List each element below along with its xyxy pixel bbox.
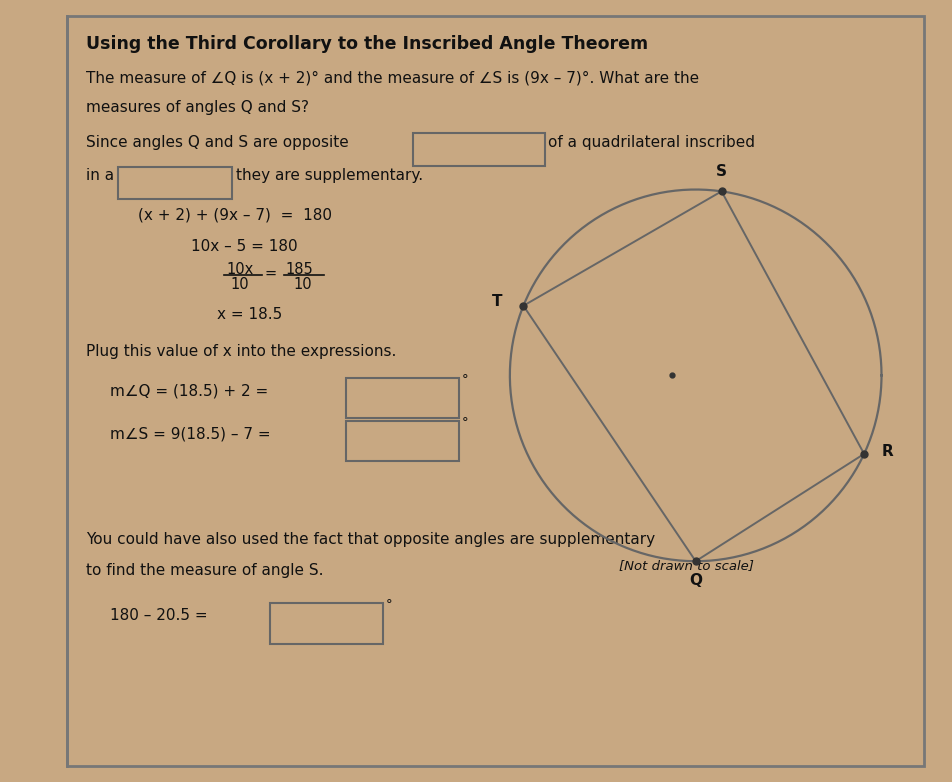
- Text: x = 18.5: x = 18.5: [217, 307, 282, 321]
- Text: 10: 10: [293, 277, 312, 292]
- Text: S: S: [715, 164, 726, 179]
- Text: m∠Q = (18.5) + 2 =: m∠Q = (18.5) + 2 =: [109, 383, 268, 398]
- Text: 10x – 5 = 180: 10x – 5 = 180: [190, 239, 297, 253]
- Text: (x + 2) + (9x – 7)  =  180: (x + 2) + (9x – 7) = 180: [138, 207, 332, 222]
- Text: You could have also used the fact that opposite angles are supplementary: You could have also used the fact that o…: [86, 532, 654, 547]
- Text: Using the Third Corollary to the Inscribed Angle Theorem: Using the Third Corollary to the Inscrib…: [86, 35, 647, 53]
- Text: [Not drawn to scale]: [Not drawn to scale]: [618, 559, 753, 572]
- FancyBboxPatch shape: [67, 16, 923, 766]
- Text: °: °: [462, 373, 468, 386]
- Text: m∠S = 9(18.5) – 7 =: m∠S = 9(18.5) – 7 =: [109, 426, 270, 441]
- Text: The measure of ∠Q is (x + 2)° and the measure of ∠S is (9x – 7)°. What are the: The measure of ∠Q is (x + 2)° and the me…: [86, 70, 698, 85]
- FancyBboxPatch shape: [346, 421, 459, 461]
- FancyBboxPatch shape: [412, 133, 545, 166]
- Text: in a: in a: [86, 168, 114, 183]
- Text: °: °: [386, 598, 392, 612]
- FancyBboxPatch shape: [269, 603, 383, 644]
- Text: they are supplementary.: they are supplementary.: [236, 168, 423, 183]
- Text: =: =: [265, 266, 277, 281]
- Text: Q: Q: [688, 573, 702, 588]
- Text: 10: 10: [230, 277, 249, 292]
- Text: Plug this value of x into the expressions.: Plug this value of x into the expression…: [86, 344, 396, 359]
- FancyBboxPatch shape: [118, 167, 231, 199]
- Text: to find the measure of angle S.: to find the measure of angle S.: [86, 563, 323, 578]
- Text: Since angles Q and S are opposite: Since angles Q and S are opposite: [86, 135, 348, 149]
- Text: °: °: [462, 416, 468, 429]
- Text: measures of angles Q and S?: measures of angles Q and S?: [86, 100, 308, 115]
- Text: T: T: [491, 294, 502, 310]
- Text: 10x: 10x: [227, 262, 254, 277]
- Text: R: R: [882, 444, 893, 459]
- Text: of a quadrilateral inscribed: of a quadrilateral inscribed: [547, 135, 754, 149]
- Text: 180 – 20.5 =: 180 – 20.5 =: [109, 608, 207, 623]
- Text: 185: 185: [286, 262, 313, 277]
- FancyBboxPatch shape: [346, 378, 459, 418]
